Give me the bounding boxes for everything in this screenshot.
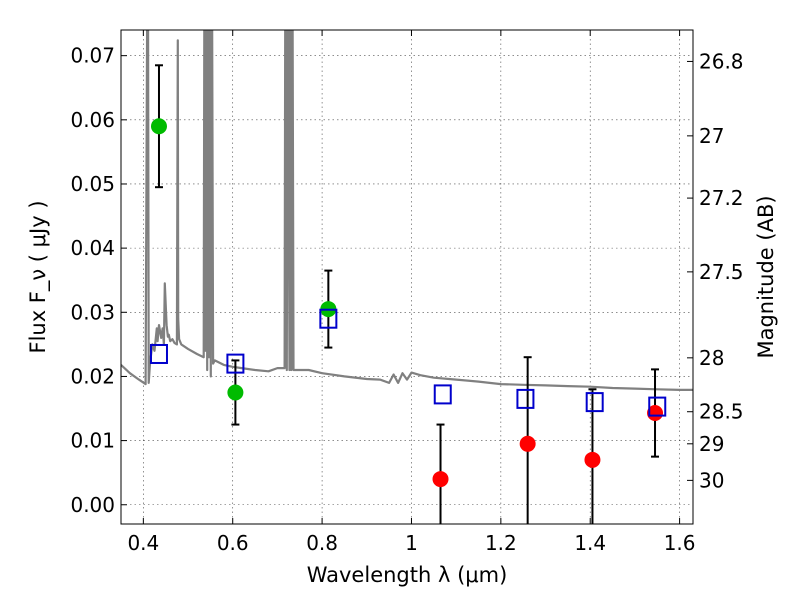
y-axis-label-text: Flux F_ν ( μJy ) xyxy=(26,200,51,353)
model-square-point xyxy=(149,343,168,364)
y-tick-label: 0.00 xyxy=(70,493,115,517)
model-square-point xyxy=(433,384,452,405)
model-spectrum-layer xyxy=(121,30,693,391)
x-tick-label: 0.4 xyxy=(127,531,159,555)
y-tick-label: 0.06 xyxy=(70,108,115,132)
y-tick-label: 0.02 xyxy=(70,364,115,388)
y-axis-left: 0.00 0.01 0.02 0.03 0.04 0.05 0.06 0.07 xyxy=(70,44,127,517)
y-axis-right: 26.8 27 27.2 27.5 28 28.5 29 30 xyxy=(687,49,744,492)
y-tick-label: 0.01 xyxy=(70,429,115,453)
model-spectrum-line xyxy=(121,30,693,391)
x-tick-label: 1.6 xyxy=(664,531,696,555)
x-axis-label: Wavelength λ (μm) xyxy=(307,563,508,587)
red-data-point xyxy=(647,405,664,422)
magnitude-tick-label: 28.5 xyxy=(699,400,744,424)
x-tick-label: 0.8 xyxy=(306,531,338,555)
green-data-point xyxy=(227,384,244,401)
model-square-point xyxy=(319,308,338,329)
model-square-point xyxy=(585,392,604,413)
model-square-point xyxy=(516,388,535,409)
magnitude-tick-label: 27.5 xyxy=(699,260,744,284)
magnitude-tick-label: 27.2 xyxy=(699,186,744,210)
x-tick-label: 0.6 xyxy=(217,531,249,555)
y-axis-label: Flux F_ν ( μJy ) xyxy=(26,200,51,353)
x-tick-label: 1 xyxy=(405,531,418,555)
green-data-point xyxy=(150,118,167,135)
x-tick-label: 1.2 xyxy=(485,531,517,555)
y-axis-right-label: Magnitude (AB) xyxy=(754,195,778,358)
data-points-layer xyxy=(149,118,667,488)
y-tick-label: 0.05 xyxy=(70,172,115,196)
plot-frame xyxy=(120,29,694,525)
model-square-point xyxy=(226,353,245,374)
error-bars-layer xyxy=(154,64,660,524)
red-data-point xyxy=(432,471,449,488)
x-tick-label: 1.4 xyxy=(574,531,606,555)
grid-lines xyxy=(121,30,693,524)
magnitude-tick-label: 30 xyxy=(699,468,724,492)
model-square-point xyxy=(648,396,667,417)
red-data-point xyxy=(519,435,536,452)
magnitude-tick-label: 27 xyxy=(699,124,724,148)
y-tick-label: 0.07 xyxy=(70,44,115,68)
red-data-point xyxy=(584,451,601,468)
y-tick-label: 0.03 xyxy=(70,300,115,324)
magnitude-tick-label: 28 xyxy=(699,346,724,370)
magnitude-tick-label: 26.8 xyxy=(699,49,744,73)
x-axis: 0.4 0.6 0.8 1 1.2 1.4 1.6 xyxy=(127,30,696,555)
magnitude-tick-label: 29 xyxy=(699,432,724,456)
y-tick-label: 0.04 xyxy=(70,236,115,260)
